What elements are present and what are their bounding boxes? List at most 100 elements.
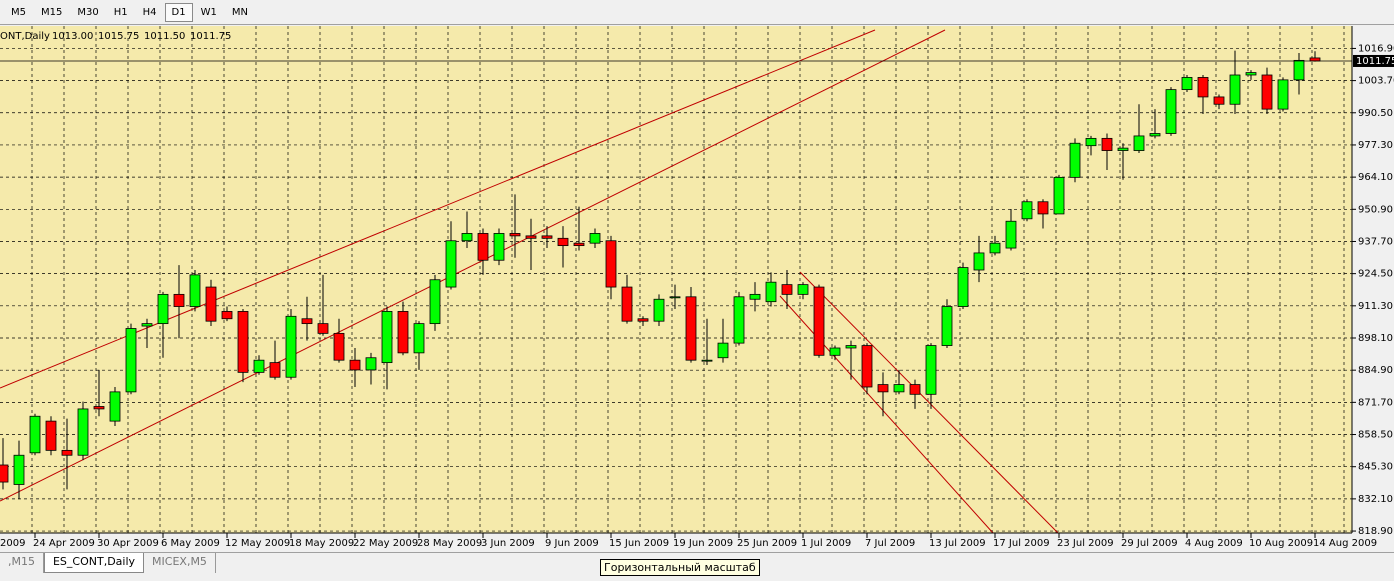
candle-body — [333, 332, 345, 361]
x-tick-label: 18 May 2009 — [289, 538, 354, 549]
x-tick-label: 30 Apr 2009 — [97, 538, 159, 549]
timeframe-button[interactable]: H1 — [113, 6, 128, 18]
candle-body — [877, 384, 889, 393]
y-tick-label: 832.10 — [1358, 494, 1393, 505]
x-tick-label: 22 May 2009 — [353, 538, 418, 549]
candle-body — [557, 237, 569, 247]
timeframe-button[interactable]: W1 — [200, 6, 217, 18]
candle-body — [285, 315, 297, 378]
candle-body — [29, 415, 41, 454]
candle-body — [893, 384, 905, 393]
tooltip: Горизонтальный масштаб — [600, 559, 760, 576]
x-tick-label: 6 May 2009 — [161, 538, 220, 549]
trendline — [0, 29, 876, 389]
timeframe-button[interactable]: M30 — [77, 6, 99, 18]
chart-tab[interactable]: ,M15 — [0, 553, 44, 573]
y-tick-label: 858.50 — [1358, 430, 1393, 441]
candle-body — [733, 296, 745, 344]
candle-body — [381, 311, 393, 364]
candle-body — [461, 233, 473, 242]
timeframe-button[interactable]: H4 — [142, 6, 157, 18]
y-tick-label: 950.90 — [1358, 204, 1393, 215]
timeframe-button[interactable]: D1 — [164, 2, 193, 22]
trendline — [0, 29, 946, 502]
candle-body — [1133, 135, 1145, 151]
x-tick-label: 10 Aug 2009 — [1249, 538, 1313, 549]
trendline — [799, 271, 1059, 534]
timeframe-button[interactable]: M15 — [41, 6, 63, 18]
candle-body — [941, 306, 953, 346]
candle-body — [589, 233, 601, 244]
candle-body — [125, 328, 137, 393]
y-tick-label: 818.90 — [1358, 526, 1393, 537]
x-tick-label: 9 Jun 2009 — [545, 538, 599, 549]
y-tick-label: 964.10 — [1358, 172, 1393, 183]
candle-body — [685, 296, 697, 361]
candle-body — [77, 408, 89, 456]
y-tick-label: 924.50 — [1358, 269, 1393, 280]
y-tick-label: 1016.90 — [1358, 43, 1394, 54]
candle-body — [973, 252, 985, 271]
chart-tab[interactable]: ES_CONT,Daily — [43, 553, 145, 573]
candle-body — [1021, 201, 1033, 220]
x-tick-label: 15 Jun 2009 — [609, 538, 669, 549]
candle-body — [749, 293, 761, 300]
x-tick-label: 1 Jul 2009 — [801, 538, 851, 549]
candle-body — [13, 454, 25, 485]
candle-body — [701, 359, 713, 362]
candle-body — [509, 233, 521, 237]
x-tick-label: 2009 — [0, 538, 25, 549]
header-value: 1015.75 — [98, 31, 139, 42]
candle-body — [1309, 57, 1321, 62]
chart-tab[interactable]: MICEX,M5 — [144, 553, 216, 573]
y-tick-label: 990.50 — [1358, 108, 1393, 119]
candle-body — [493, 233, 505, 261]
x-tick-label: 25 Jun 2009 — [737, 538, 797, 549]
candle-body — [317, 323, 329, 334]
candle-body — [621, 286, 633, 322]
y-tick-label: 911.30 — [1358, 301, 1393, 312]
y-tick-label: 937.70 — [1358, 236, 1393, 247]
timeframe-button[interactable]: MN — [231, 6, 248, 18]
candle-body — [1197, 77, 1209, 98]
candle-body — [413, 323, 425, 354]
candle-body — [253, 359, 265, 373]
x-tick-label: 17 Jul 2009 — [993, 538, 1050, 549]
candle-body — [957, 267, 969, 307]
candle-body — [909, 384, 921, 395]
candle-body — [989, 242, 1001, 254]
candle-body — [0, 464, 9, 483]
candle-body — [237, 311, 249, 373]
candle-body — [429, 279, 441, 325]
candle-body — [61, 449, 73, 456]
candle-body — [1245, 72, 1257, 76]
candle-body — [93, 406, 105, 410]
header-value: 1011.75 — [190, 31, 231, 42]
x-tick-label: 28 May 2009 — [417, 538, 482, 549]
candle-body — [1101, 137, 1113, 151]
candle-body — [1085, 137, 1097, 147]
candle-body — [637, 318, 649, 322]
time-axis-area — [0, 534, 1394, 552]
y-tick-label: 977.30 — [1358, 140, 1393, 151]
y-tick-label: 1003.70 — [1358, 76, 1394, 87]
candle-body — [541, 235, 553, 239]
header-value: 1011.50 — [144, 31, 185, 42]
candle-body — [205, 286, 217, 322]
x-tick-label: 3 Jun 2009 — [481, 538, 535, 549]
candle-body — [525, 235, 537, 239]
candle-body — [1037, 201, 1049, 215]
candle-body — [109, 391, 121, 422]
candle-body — [845, 345, 857, 349]
x-tick-label: 29 Jul 2009 — [1121, 538, 1178, 549]
timeframe-button[interactable]: M5 — [11, 6, 26, 18]
candle-body — [189, 274, 201, 307]
candle-body — [1005, 220, 1017, 249]
candle-body — [653, 298, 665, 322]
candle-body — [349, 359, 361, 371]
candle-body — [1149, 133, 1161, 137]
candle-body — [173, 293, 185, 307]
price-axis-area — [1353, 26, 1394, 534]
candle-body — [829, 347, 841, 356]
